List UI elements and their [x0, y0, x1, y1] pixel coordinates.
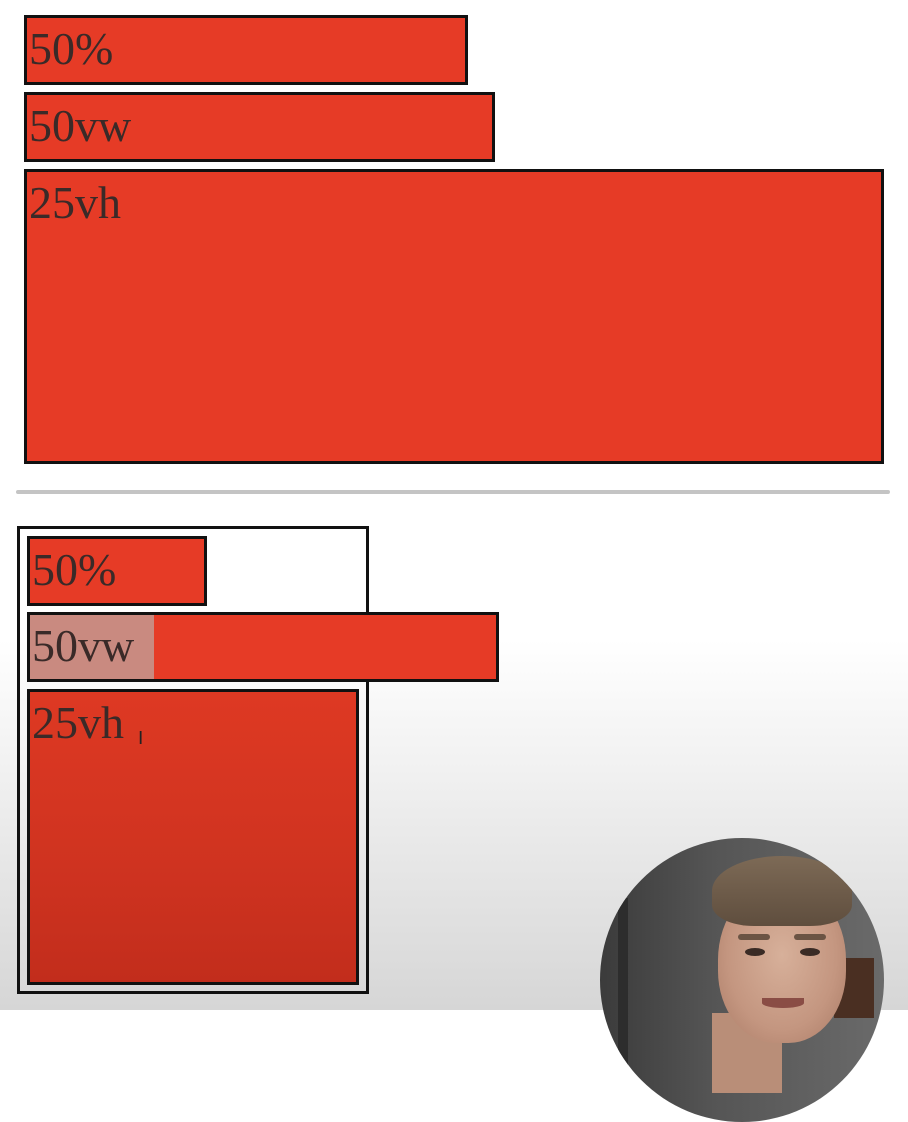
webcam-presenter-left-brow — [738, 934, 770, 940]
webcam-overlay — [600, 838, 884, 1122]
webcam-background-detail — [618, 898, 628, 1098]
webcam-presenter-left-eye — [745, 948, 765, 956]
top-box-50-percent: 50% — [24, 15, 468, 85]
top-box-50-vw: 50vw — [24, 92, 495, 162]
top-box-25-vh: 25vh — [24, 169, 884, 464]
top-box-50-percent-label: 50% — [29, 23, 114, 74]
top-box-50-vw-label: 50vw — [29, 100, 132, 151]
bottom-box-50-percent-label: 50% — [32, 544, 117, 595]
parent-container — [17, 526, 369, 994]
webcam-presenter-right-eye — [800, 948, 820, 956]
webcam-presenter-right-brow — [794, 934, 826, 940]
bottom-box-25-vh[interactable]: 25vh I — [27, 689, 359, 985]
top-box-25-vh-label: 25vh — [29, 177, 121, 228]
webcam-presenter-hair — [712, 856, 852, 926]
bottom-box-50-percent: 50% — [27, 536, 207, 606]
text-selection-highlight — [30, 615, 154, 679]
bottom-box-50-vw-label[interactable]: 50vw — [32, 620, 135, 671]
bottom-box-25-vh-label[interactable]: 25vh — [32, 697, 124, 748]
i-beam-cursor-icon: I — [138, 728, 144, 749]
webcam-presenter-mouth — [762, 998, 804, 1008]
section-divider — [16, 490, 890, 494]
bottom-box-50-vw[interactable]: 50vw — [27, 612, 499, 682]
